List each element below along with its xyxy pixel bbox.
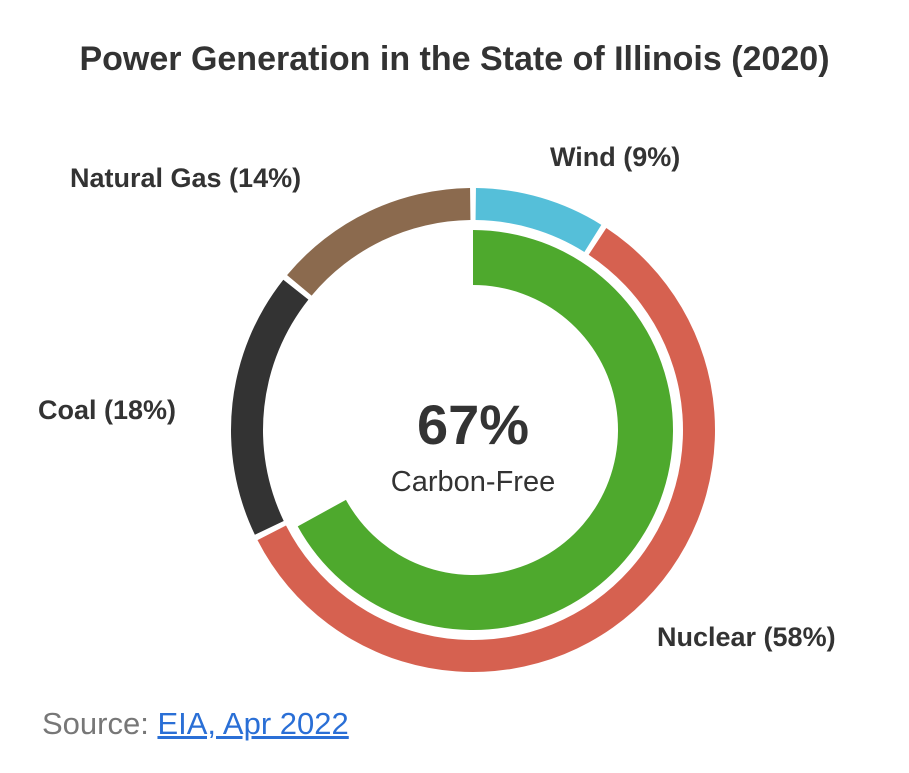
source-link[interactable]: EIA, Apr 2022 <box>157 706 349 741</box>
center-label: Carbon-Free <box>390 466 556 498</box>
source-note: Source: EIA, Apr 2022 <box>42 706 349 742</box>
label-natural-gas: Natural Gas (14%) <box>70 163 302 193</box>
label-coal: Coal (18%) <box>38 395 177 425</box>
slice-carbon-free <box>297 230 674 630</box>
label-wind: Wind (9%) <box>550 142 681 172</box>
label-nuclear: Nuclear (58%) <box>657 622 836 652</box>
chart-title: Power Generation in the State of Illinoi… <box>79 40 830 78</box>
slice-wind <box>475 188 602 252</box>
center-value: 67% <box>416 393 530 456</box>
slice-natural-gas <box>287 188 471 296</box>
source-prefix: Source: <box>42 706 158 741</box>
slice-coal <box>231 279 309 535</box>
